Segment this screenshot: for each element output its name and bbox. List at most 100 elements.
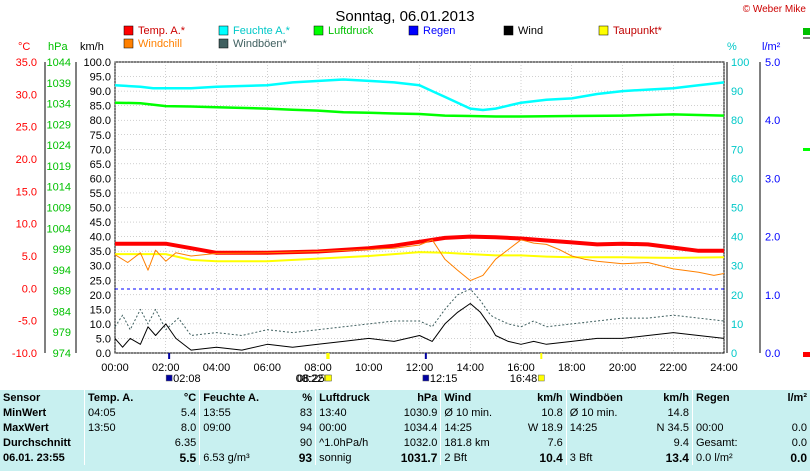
x-tick-label: 08:00 (304, 362, 332, 374)
statistics-cell: ^1.0hPa/h (315, 435, 384, 450)
statistics-cell: 1031.7 (400, 450, 438, 465)
statistics-header-cell: °C (183, 391, 197, 404)
sun-marker-icon (165, 374, 173, 382)
statistics-cell (84, 435, 147, 450)
sun-marker-label: 12:15 (430, 373, 458, 385)
statistics-cell: 09:00 (199, 420, 266, 435)
axis-tick-label: 0 (731, 348, 737, 360)
statistics-table: Sensor Temp. A. °C Feuchte A.% Luftdruck hPa W… (0, 390, 810, 465)
temp-unit-label: °C (18, 41, 30, 53)
x-tick-label: 04:00 (203, 362, 231, 374)
statistics-cell: 9.4 (673, 436, 689, 449)
legend-label: Windböen* (233, 38, 288, 50)
axis-tick-label: -5.0 (18, 316, 37, 328)
statistics-cell: Ø 10 min. (565, 405, 637, 420)
humidity-unit-label: % (727, 41, 737, 53)
statistics-header-cell: Windböen (565, 390, 637, 405)
axis-tick-label: 30 (731, 261, 743, 273)
x-tick-label: 20:00 (609, 362, 637, 374)
legend-swatch (598, 25, 609, 36)
axis-tick-label: 30.0 (90, 261, 111, 273)
legend-label: Feuchte A.* (233, 25, 291, 37)
legend-swatch (123, 38, 134, 49)
legend-swatch (408, 25, 419, 36)
statistics-header-cell: km/h (663, 391, 689, 404)
axis-tick-label: 15.0 (90, 304, 111, 316)
statistics-cell: 14:25 (565, 420, 637, 435)
statistics-cell: Durchschnitt (3, 436, 71, 449)
sun-marker-label: 08:25 (297, 373, 325, 385)
axis-tick-label: 20.0 (16, 154, 37, 166)
axis-tick-label: 1014 (47, 182, 71, 194)
axis-tick-label: 1.0 (765, 290, 780, 302)
axis-tick-label: 90 (731, 86, 743, 98)
sun-marker-tick (327, 353, 330, 359)
statistics-cell: 04:05 (84, 405, 147, 420)
statistics-cell: 181.8 km (440, 435, 510, 450)
sun-markers: 08:22 02:08 08:25 12:15 16:48 (165, 353, 545, 385)
axis-tick-label: 40 (731, 232, 743, 244)
series-line (115, 251, 725, 263)
statistics-cell: 1034.4 (403, 421, 438, 434)
axis-tick-label: 75.0 (90, 130, 111, 142)
axis-tick-label: 40.0 (90, 232, 111, 244)
axis-tick-label: 1034 (47, 99, 71, 111)
axis-tick-label: 60.0 (90, 173, 111, 185)
series-layer (114, 78, 725, 351)
axis-tick-label: 50.0 (90, 203, 111, 215)
legend-swatch (503, 25, 514, 36)
legend-swatch (218, 38, 229, 49)
axis-tick-label: 35.0 (16, 57, 37, 69)
statistics-cell (758, 405, 810, 420)
axis-tick-label: 974 (53, 348, 71, 360)
statistics-cell (199, 435, 266, 450)
axis-tick-label: 20.0 (90, 290, 111, 302)
statistics-header-cell: Temp. A. (84, 390, 147, 405)
x-tick-label: 16:00 (507, 362, 535, 374)
axis-tick-label: 5.0 (96, 333, 111, 345)
statistics-cell: 6.35 (174, 436, 197, 449)
legend-label: Temp. A.* (138, 25, 186, 37)
statistics-row: MaxWert 13:50 8.0 09:00 94 00:00 1034.4 14:25 W … (0, 420, 810, 435)
axis-tick-label: 5.0 (22, 251, 37, 263)
statistics-cell: MinWert (3, 406, 47, 419)
axis-unit-labels: °C hPa km/h % l/m² (18, 41, 781, 53)
axis-tick-label: 994 (53, 265, 71, 277)
statistics-cell: 0.0 (790, 450, 807, 465)
axis-tick-label: 1044 (47, 57, 71, 69)
statistics-header-cell: Sensor (3, 391, 41, 404)
axis-tick-label: 1019 (47, 161, 71, 173)
statistics-cell: 3 Bft (565, 450, 637, 465)
statistics-cell: 6.53 g/m³ (199, 450, 266, 465)
sun-marker-icon (325, 374, 332, 382)
sun-marker-tick (168, 353, 171, 359)
statistics-cell: 10.8 (541, 406, 563, 419)
sun-marker-tick (326, 353, 329, 359)
statistics-cell: 14.8 (667, 406, 689, 419)
statistics-cell: 00:00 (315, 420, 384, 435)
axis-tick-label: 100.0 (83, 57, 111, 69)
statistics-cell: Gesamt: (691, 435, 759, 450)
axis-tick-label: 60 (731, 173, 743, 185)
axis-tick-label: 30.0 (16, 89, 37, 101)
statistics-cell: 0.0 (791, 436, 807, 449)
legend-label: Windchill (138, 38, 182, 50)
axis-tick-label: 25.0 (90, 275, 111, 287)
statistics-header-cell: Wind (440, 390, 510, 405)
axis-tick-label: 100 (731, 57, 749, 69)
statistics-cell: 83 (299, 406, 313, 419)
axis-tick-label: 70 (731, 144, 743, 156)
axis-tick-label: 1004 (47, 223, 71, 235)
statistics-cell (84, 450, 147, 465)
axis-tick-label: 85.0 (90, 101, 111, 113)
axis-tick-label: 979 (53, 327, 71, 339)
legend-swatch (313, 25, 324, 36)
statistics-header-cell: % (302, 391, 313, 404)
statistics-cell: 00:00 (691, 420, 759, 435)
partial-legend-swatch (803, 28, 810, 35)
axis-tick-label: 1009 (47, 203, 71, 215)
axis-tick-label: 3.0 (765, 173, 780, 185)
x-tick-label: 10:00 (355, 362, 383, 374)
x-tick-label: 14:00 (456, 362, 484, 374)
chart-title: Sonntag, 06.01.2013 (335, 8, 474, 25)
